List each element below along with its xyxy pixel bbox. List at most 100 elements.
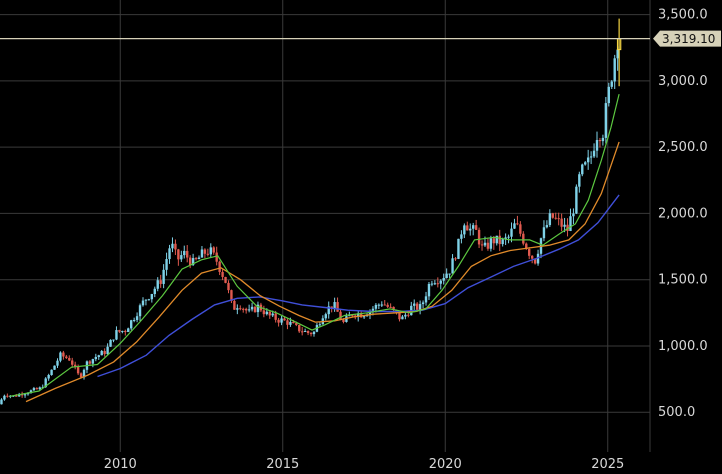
candle-body bbox=[598, 140, 602, 142]
candle-body bbox=[569, 216, 572, 232]
candle-body bbox=[610, 81, 613, 87]
candle-body bbox=[563, 224, 566, 227]
candle-body bbox=[492, 238, 496, 244]
candle-body bbox=[522, 233, 525, 244]
candle-body bbox=[501, 239, 504, 245]
candle-body bbox=[607, 86, 611, 104]
candle-body bbox=[103, 351, 106, 355]
candle-body bbox=[194, 258, 198, 260]
candle-body bbox=[548, 213, 552, 226]
candle-body bbox=[0, 399, 3, 405]
candle-body bbox=[433, 283, 437, 285]
candle-body bbox=[253, 306, 257, 313]
candle-body bbox=[430, 283, 434, 285]
candle-body bbox=[26, 393, 30, 395]
candle-body bbox=[460, 234, 463, 239]
candle-body bbox=[357, 313, 360, 317]
candle-body bbox=[289, 321, 292, 325]
candle-body bbox=[159, 280, 162, 284]
candle-body bbox=[572, 213, 575, 217]
candle-body bbox=[162, 269, 165, 284]
candle-body bbox=[413, 303, 416, 306]
candles-layer bbox=[0, 18, 622, 405]
candle-body bbox=[141, 300, 145, 306]
candle-body bbox=[292, 321, 295, 324]
candle-body bbox=[495, 235, 498, 244]
candle-body bbox=[76, 366, 80, 374]
candle-body bbox=[330, 306, 333, 308]
candle-body bbox=[244, 308, 248, 311]
candle-body bbox=[153, 288, 156, 295]
candle-body bbox=[88, 361, 92, 364]
candle-body bbox=[221, 271, 224, 277]
candle-body bbox=[168, 248, 171, 260]
candle-body bbox=[471, 225, 475, 229]
candle-body bbox=[551, 213, 554, 218]
candle-body bbox=[200, 249, 204, 258]
x-tick-label: 2010 bbox=[104, 457, 137, 472]
candle-body bbox=[65, 356, 68, 359]
candle-body bbox=[224, 276, 227, 283]
candle-body bbox=[339, 311, 342, 320]
candle-body bbox=[566, 224, 569, 232]
candle-body bbox=[533, 258, 537, 264]
candle-body bbox=[371, 308, 375, 311]
candle-body bbox=[380, 304, 383, 306]
candle-body bbox=[115, 330, 118, 340]
candle-body bbox=[439, 280, 442, 284]
candle-body bbox=[513, 223, 516, 229]
candle-body bbox=[348, 315, 351, 317]
candle-body bbox=[427, 283, 431, 297]
candle-body bbox=[62, 352, 65, 357]
candle-body bbox=[112, 339, 115, 341]
candle-body bbox=[398, 312, 401, 320]
candle-body bbox=[383, 304, 386, 306]
candle-body bbox=[477, 229, 481, 245]
candle-body bbox=[203, 249, 207, 254]
candle-body bbox=[298, 324, 301, 332]
candle-body bbox=[575, 186, 578, 214]
candle-body bbox=[374, 304, 378, 309]
candle-body bbox=[584, 162, 587, 165]
last-price-tag bbox=[653, 30, 721, 47]
candle-body bbox=[483, 242, 487, 246]
candle-body bbox=[280, 318, 283, 323]
candle-body bbox=[519, 224, 522, 234]
candle-body bbox=[227, 282, 230, 291]
candle-body bbox=[336, 302, 339, 312]
candle-body bbox=[239, 308, 242, 310]
y-tick-label: 1,000.0 bbox=[658, 339, 708, 354]
candle-body bbox=[377, 304, 381, 306]
candle-body bbox=[407, 314, 410, 316]
candle-body bbox=[303, 331, 307, 333]
y-tick-label: 2,500.0 bbox=[658, 140, 708, 155]
ma-long-line bbox=[97, 194, 620, 378]
y-tick-label: 3,500.0 bbox=[658, 8, 708, 23]
candle-body bbox=[295, 323, 298, 325]
candle-body bbox=[498, 235, 501, 245]
candle-body bbox=[586, 157, 590, 163]
candle-body bbox=[510, 228, 513, 237]
candle-body bbox=[530, 255, 534, 259]
candle-body bbox=[20, 394, 24, 396]
candle-body bbox=[71, 360, 74, 365]
candle-body bbox=[165, 259, 168, 270]
candle-body bbox=[186, 250, 189, 258]
candle-body bbox=[82, 369, 86, 378]
candle-body bbox=[174, 243, 177, 250]
candle-body bbox=[404, 314, 407, 317]
ma-mid-line bbox=[25, 141, 620, 403]
candle-body bbox=[581, 164, 584, 175]
candle-body bbox=[121, 330, 124, 332]
candle-body bbox=[454, 258, 457, 260]
candle-body bbox=[233, 300, 236, 310]
candle-body bbox=[489, 238, 493, 249]
candle-body bbox=[183, 250, 186, 256]
candle-body bbox=[451, 258, 454, 274]
x-tick-label: 2020 bbox=[429, 457, 462, 472]
candle-body bbox=[536, 253, 540, 264]
candle-body bbox=[283, 318, 286, 321]
candle-body bbox=[604, 103, 608, 138]
candle-body bbox=[415, 303, 419, 310]
